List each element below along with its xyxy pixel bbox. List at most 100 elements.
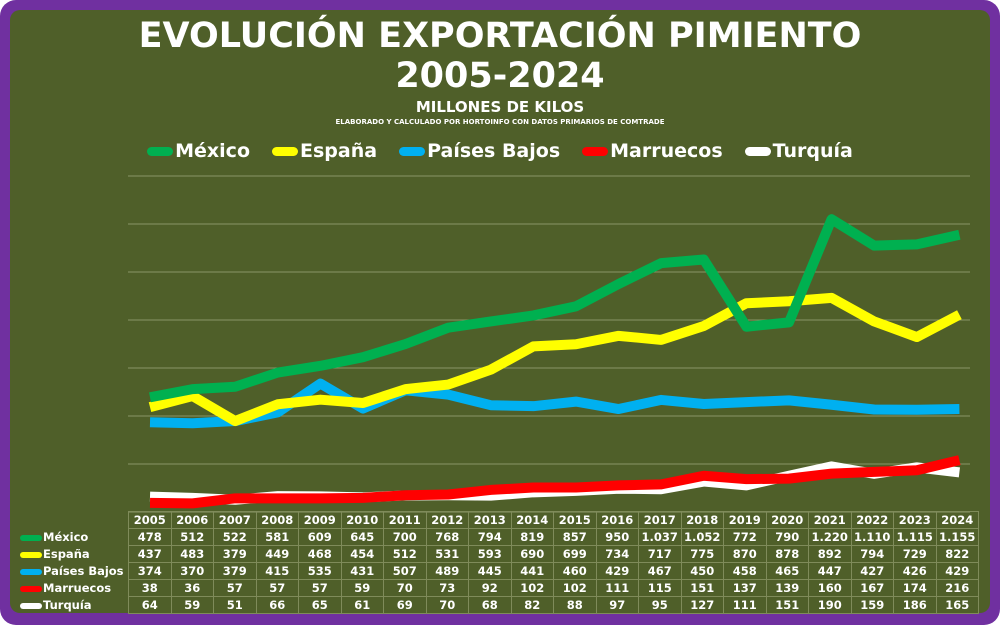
table-cell: 73 — [425, 579, 469, 597]
data-table: 2005 2006 2007 2008 2009 2010 2011 2012 2013 2014… — [20, 511, 979, 614]
row-swatch — [20, 534, 42, 541]
table-cell: 69 — [383, 596, 427, 614]
table-cell: 1.037 — [638, 528, 682, 546]
table-cell: 441 — [510, 562, 554, 580]
legend-item: España — [272, 140, 377, 162]
table-cell: 512 — [383, 545, 427, 563]
table-cell: 445 — [468, 562, 512, 580]
table-row: Países Bajos 374 370 379 415 535 431 507 489 445 4… — [20, 562, 979, 580]
table-cell: 892 — [808, 545, 852, 563]
legend-swatch — [399, 146, 426, 156]
table-cell: 95 — [638, 596, 682, 614]
table-cell: 700 — [383, 528, 427, 546]
table-row: Marruecos 38 36 57 57 57 59 70 73 92 102 102 111 115 1… — [20, 579, 979, 597]
row-swatch — [20, 602, 42, 609]
series-line-españa — [148, 292, 962, 427]
table-cell: 717 — [638, 545, 682, 563]
source-note: ELABORADO Y CALCULADO POR HORTOINFO CON … — [335, 118, 665, 126]
table-cell: 645 — [340, 528, 384, 546]
table-cell: 159 — [850, 596, 894, 614]
table-cell: 36 — [170, 579, 214, 597]
table-cell: 151 — [765, 596, 809, 614]
table-cell: 699 — [553, 545, 597, 563]
series-line-méxico — [149, 214, 961, 403]
table-cell: 522 — [213, 528, 257, 546]
year-header: 2021 — [808, 511, 852, 529]
row-swatch — [20, 551, 42, 558]
table-cell: 70 — [425, 596, 469, 614]
legend-swatch — [744, 146, 771, 156]
legend-item: México — [147, 140, 250, 162]
table-cell: 489 — [425, 562, 469, 580]
table-cell: 111 — [723, 596, 767, 614]
table-cell: 374 — [128, 562, 172, 580]
table-cell: 68 — [468, 596, 512, 614]
row-name: Marruecos — [43, 581, 112, 595]
table-cell: 790 — [765, 528, 809, 546]
table-cell: 139 — [765, 579, 809, 597]
table-cell: 768 — [425, 528, 469, 546]
legend-label: Marruecos — [610, 140, 723, 162]
legend-item: Marruecos — [582, 140, 723, 162]
table-cell: 165 — [935, 596, 979, 614]
row-name: México — [43, 530, 89, 544]
table-cell: 127 — [680, 596, 724, 614]
table-row: Turquía 64 59 51 66 65 61 69 70 68 82 88 97 95 127 111 1… — [20, 596, 979, 614]
legend-item: Países Bajos — [399, 140, 560, 162]
chart-title: EVOLUCIÓN EXPORTACIÓN PIMIENTO — [138, 16, 862, 56]
year-header: 2013 — [468, 511, 512, 529]
row-swatch — [20, 568, 42, 575]
year-header: 2012 — [425, 511, 469, 529]
table-cell: 370 — [170, 562, 214, 580]
year-header: 2019 — [723, 511, 767, 529]
year-header: 2017 — [638, 511, 682, 529]
table-cell: 64 — [128, 596, 172, 614]
table-cell: 609 — [298, 528, 342, 546]
year-header: 2009 — [298, 511, 342, 529]
table-cell: 772 — [723, 528, 767, 546]
year-header: 2006 — [170, 511, 214, 529]
table-cell: 468 — [298, 545, 342, 563]
table-cell: 1.115 — [893, 528, 937, 546]
table-cell: 467 — [638, 562, 682, 580]
legend: México España Países Bajos Marruecos Turquía — [0, 140, 1000, 162]
year-header: 2014 — [510, 511, 554, 529]
legend-swatch — [582, 146, 609, 156]
table-cell: 111 — [595, 579, 639, 597]
table-cell: 950 — [595, 528, 639, 546]
table-cell: 61 — [340, 596, 384, 614]
table-cell: 137 — [723, 579, 767, 597]
table-cell: 531 — [425, 545, 469, 563]
legend-label: México — [175, 140, 251, 162]
table-cell: 65 — [298, 596, 342, 614]
row-name: Países Bajos — [43, 564, 124, 578]
table-cell: 581 — [255, 528, 299, 546]
year-header: 2008 — [255, 511, 299, 529]
table-row: México 478 512 522 581 609 645 700 768 794 819 857 9… — [20, 528, 979, 546]
table-cell: 450 — [680, 562, 724, 580]
table-cell: 454 — [340, 545, 384, 563]
table-cell: 431 — [340, 562, 384, 580]
table-cell: 1.052 — [680, 528, 724, 546]
year-header: 2015 — [553, 511, 597, 529]
table-cell: 878 — [765, 545, 809, 563]
table-cell: 819 — [510, 528, 554, 546]
table-cell: 449 — [255, 545, 299, 563]
table-cell: 70 — [383, 579, 427, 597]
table-cell: 512 — [170, 528, 214, 546]
table-cell: 66 — [255, 596, 299, 614]
table-cell: 167 — [850, 579, 894, 597]
year-header: 2016 — [595, 511, 639, 529]
table-cell: 426 — [893, 562, 937, 580]
table-cell: 593 — [468, 545, 512, 563]
year-header: 2022 — [850, 511, 894, 529]
table-cell: 216 — [935, 579, 979, 597]
chart-title-years: 2005-2024 — [395, 56, 605, 96]
table-cell: 151 — [680, 579, 724, 597]
table-cell: 174 — [893, 579, 937, 597]
table-cell: 88 — [553, 596, 597, 614]
table-cell: 186 — [893, 596, 937, 614]
row-name: España — [43, 547, 90, 561]
table-cell: 92 — [468, 579, 512, 597]
year-header: 2018 — [680, 511, 724, 529]
